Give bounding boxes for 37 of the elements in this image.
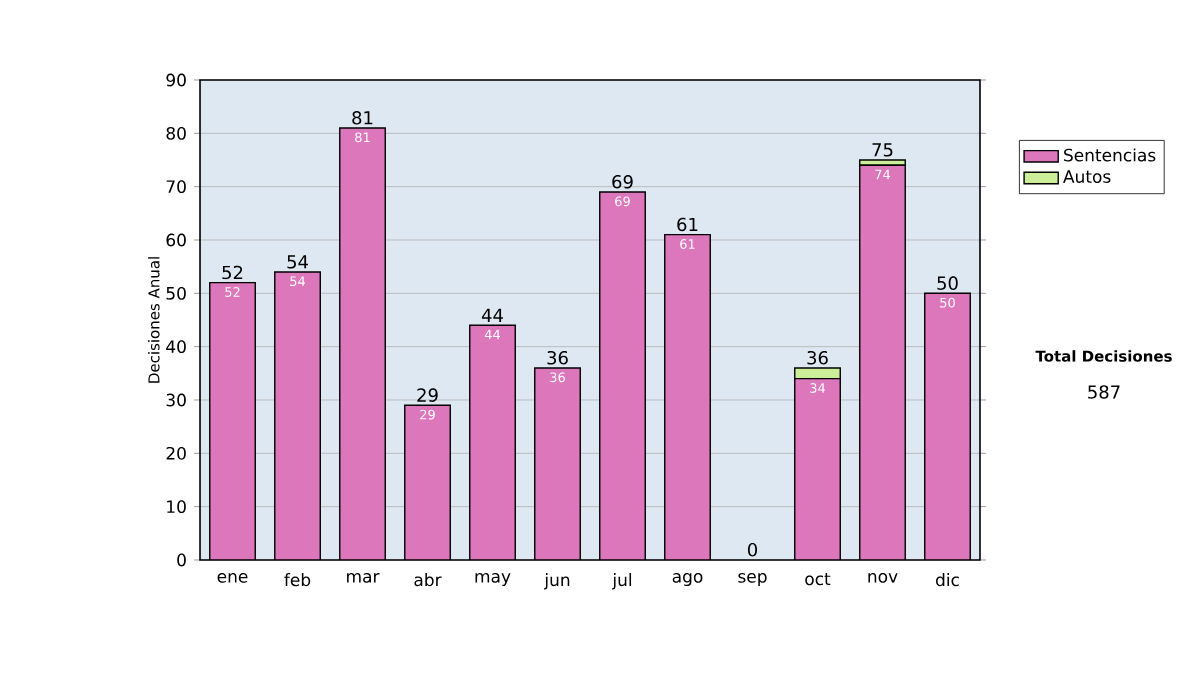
x-tick-label: jun [544, 573, 570, 590]
total-label: 69 [612, 174, 633, 189]
y-tick-label: 10 [167, 500, 186, 514]
total-label: 36 [547, 350, 568, 365]
total-label: 52 [222, 265, 243, 280]
x-tick-label: oct [805, 573, 831, 586]
y-tick-label: 0 [177, 553, 186, 567]
x-tick-label: abr [414, 573, 442, 587]
x-tick-label: nov [868, 573, 898, 583]
y-tick-label: 90 [166, 73, 186, 87]
x-tick-label: may [475, 573, 511, 587]
text: 587 [1088, 385, 1120, 399]
legend-label: Sentencias [1064, 148, 1156, 162]
y-tick-label: 70 [166, 180, 186, 194]
y-tick-label: 40 [166, 340, 186, 354]
x-tick-label: dic [936, 573, 959, 587]
y-tick-label: 30 [166, 393, 186, 407]
y-tick-label: 20 [166, 446, 186, 460]
x-tick-label: ene [217, 573, 248, 583]
y-tick-label: 60 [166, 233, 186, 247]
total-label: 50 [937, 276, 958, 290]
y-tick-label: 50 [166, 286, 186, 300]
total-label: 61 [677, 217, 698, 232]
x-tick-label: sep [738, 573, 767, 587]
x-tick-label: jul [612, 573, 632, 590]
y-tick-label: 80 [166, 126, 186, 140]
x-tick-label: ago [672, 573, 703, 587]
x-tick-label: feb [284, 573, 311, 587]
total-label: 54 [287, 255, 308, 269]
total-label: 75 [872, 143, 893, 157]
x-tick-label: mar [347, 573, 380, 583]
legend-label: Autos [1063, 170, 1111, 183]
total-label: 0 [747, 542, 758, 557]
total-label: 29 [417, 388, 438, 402]
total-label: 36 [807, 350, 828, 365]
total-label: 81 [352, 110, 373, 125]
total-label: 44 [481, 308, 503, 322]
